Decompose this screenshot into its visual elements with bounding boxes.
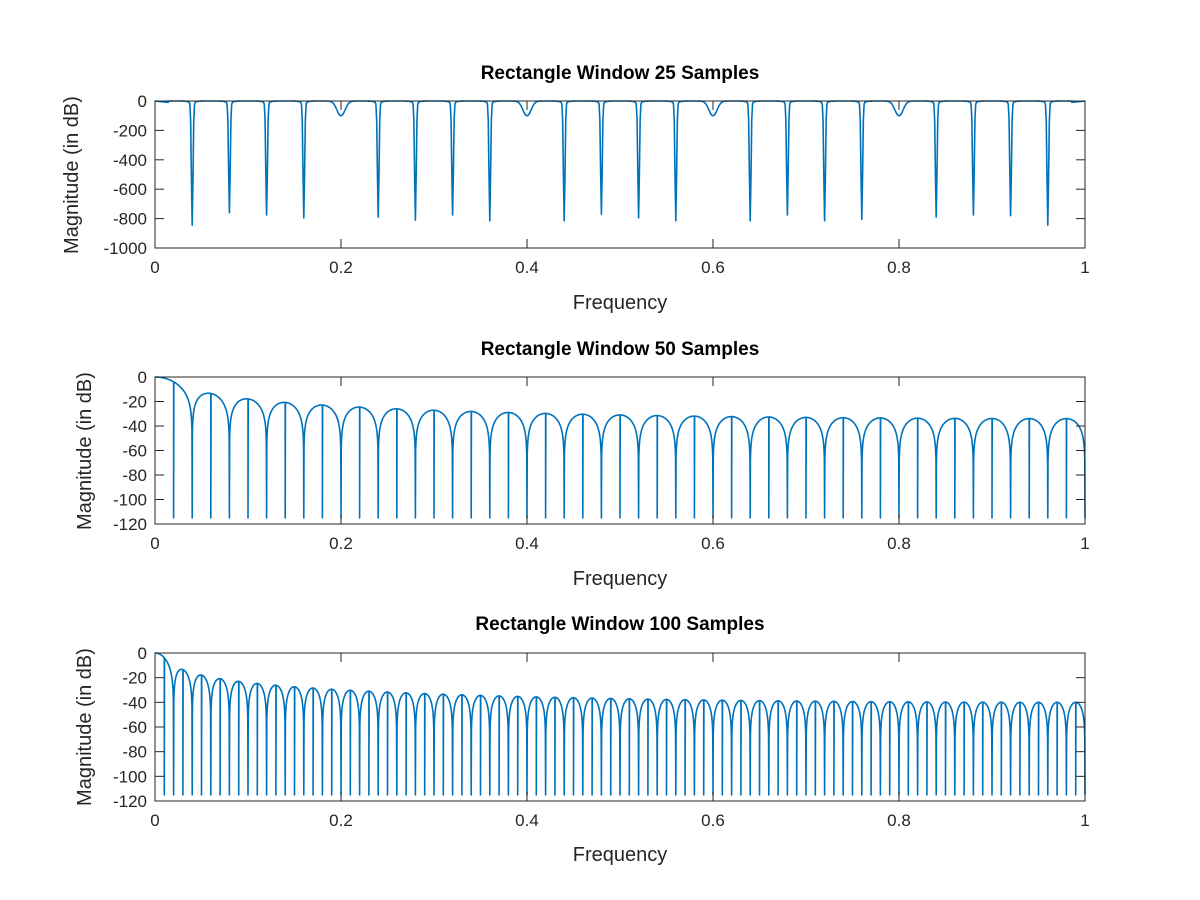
subplot-2-ytick-label: -20 bbox=[122, 393, 147, 412]
subplot-2-xtick-label: 0.8 bbox=[887, 534, 911, 553]
subplot-2-xtick-label: 0 bbox=[150, 534, 159, 553]
subplot-2-ticks: 0 0.2 0.4 0.6 0.8 1 0 -20 -40 -60 -80 -100 -120 bbox=[113, 368, 1090, 553]
subplot-1: Rectangle Window 25 Samples 0 0.2 0.4 0.6 0.… bbox=[61, 63, 1090, 314]
subplot-2-xlabel: Frequency bbox=[573, 568, 668, 590]
subplot-3-xtick-label: 0.4 bbox=[515, 811, 539, 830]
subplot-3-ytick-label: -40 bbox=[122, 693, 147, 712]
subplot-2-ytick-label: -120 bbox=[113, 515, 147, 534]
subplot-1-ylabel: Magnitude (in dB) bbox=[61, 96, 83, 254]
subplot-3-xtick-label: 0 bbox=[150, 811, 159, 830]
subplot-1-xtick-label: 0.2 bbox=[329, 258, 353, 277]
subplot-2-ytick-label: -60 bbox=[122, 442, 147, 461]
subplot-1-xtick-label: 0.4 bbox=[515, 258, 539, 277]
subplot-2-series-line bbox=[154, 376, 1086, 519]
subplot-2-xtick-label: 0.6 bbox=[701, 534, 725, 553]
subplot-3-ytick-label: -80 bbox=[122, 743, 147, 762]
subplot-3-series-line bbox=[154, 652, 1086, 796]
subplot-1-ytick-label: -1000 bbox=[104, 239, 147, 258]
subplot-3-title: Rectangle Window 100 Samples bbox=[475, 614, 764, 635]
subplot-2-ytick-label: -100 bbox=[113, 491, 147, 510]
subplot-1-xtick-label: 0.8 bbox=[887, 258, 911, 277]
subplot-2-ylabel: Magnitude (in dB) bbox=[74, 372, 96, 530]
subplot-2-title: Rectangle Window 50 Samples bbox=[481, 339, 760, 360]
subplot-3: Rectangle Window 100 Samples 0 0.2 0.4 0.6 0… bbox=[74, 614, 1090, 866]
subplot-2-series-layer bbox=[154, 376, 1086, 519]
subplot-3-ytick-label: -20 bbox=[122, 669, 147, 688]
subplot-2-ytick-label: -80 bbox=[122, 466, 147, 485]
subplot-3-xtick-label: 1 bbox=[1080, 811, 1089, 830]
subplot-3-ytick-label: -60 bbox=[122, 718, 147, 737]
subplot-3-xtick-label: 0.6 bbox=[701, 811, 725, 830]
subplot-1-xtick-label: 0.6 bbox=[701, 258, 725, 277]
subplot-3-xtick-label: 0.2 bbox=[329, 811, 353, 830]
subplot-3-xlabel: Frequency bbox=[573, 844, 668, 866]
subplot-3-series-layer bbox=[154, 652, 1086, 796]
subplot-3-xtick-label: 0.8 bbox=[887, 811, 911, 830]
subplot-1-ytick-label: -400 bbox=[113, 151, 147, 170]
subplot-1-xlabel: Frequency bbox=[573, 292, 668, 314]
subplot-3-ytick-label: -120 bbox=[113, 792, 147, 811]
subplot-1-title: Rectangle Window 25 Samples bbox=[481, 63, 760, 84]
subplot-1-axes-box bbox=[154, 100, 1086, 249]
subplot-1-ytick-label: 0 bbox=[138, 92, 147, 111]
subplot-2-xtick-label: 0.2 bbox=[329, 534, 353, 553]
subplot-2-xtick-label: 1 bbox=[1080, 534, 1089, 553]
subplot-1-ytick-label: -800 bbox=[113, 210, 147, 229]
subplot-1-ytick-label: -600 bbox=[113, 180, 147, 199]
subplot-1-xtick-label: 0 bbox=[150, 258, 159, 277]
subplot-1-xtick-label: 1 bbox=[1080, 258, 1089, 277]
subplot-2: Rectangle Window 50 Samples 0 0.2 0.4 0.6 0.… bbox=[74, 339, 1090, 590]
subplot-3-ytick-label: -100 bbox=[113, 767, 147, 786]
subplot-1-ticks: 0 0.2 0.4 0.6 0.8 1 0 -200 -400 -600 -800 -1000 bbox=[104, 92, 1090, 277]
subplot-1-ytick-label: -200 bbox=[113, 121, 147, 140]
subplot-2-xtick-label: 0.4 bbox=[515, 534, 539, 553]
subplot-3-ytick-label: 0 bbox=[138, 644, 147, 663]
subplot-3-ylabel: Magnitude (in dB) bbox=[74, 648, 96, 806]
subplot-3-ticks: 0 0.2 0.4 0.6 0.8 1 0 -20 -40 -60 -80 -100 -120 bbox=[113, 644, 1090, 830]
subplot-2-ytick-label: 0 bbox=[138, 368, 147, 387]
subplot-2-ytick-label: -40 bbox=[122, 417, 147, 436]
